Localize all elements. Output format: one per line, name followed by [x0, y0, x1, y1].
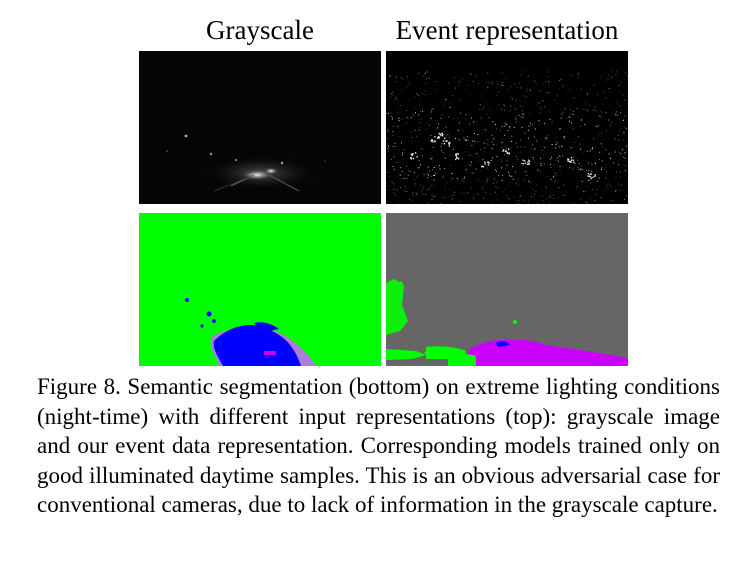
column-title-grayscale: Grayscale	[206, 15, 314, 45]
segmentation-event-representation	[386, 213, 628, 366]
column-title-event-representation: Event representation	[395, 15, 619, 45]
figure-caption: Figure 8. Semantic segmentation (bottom)…	[37, 374, 720, 518]
event-representation-image	[386, 51, 628, 204]
segmentation-grayscale	[139, 213, 381, 366]
grayscale-night-image	[139, 51, 381, 204]
